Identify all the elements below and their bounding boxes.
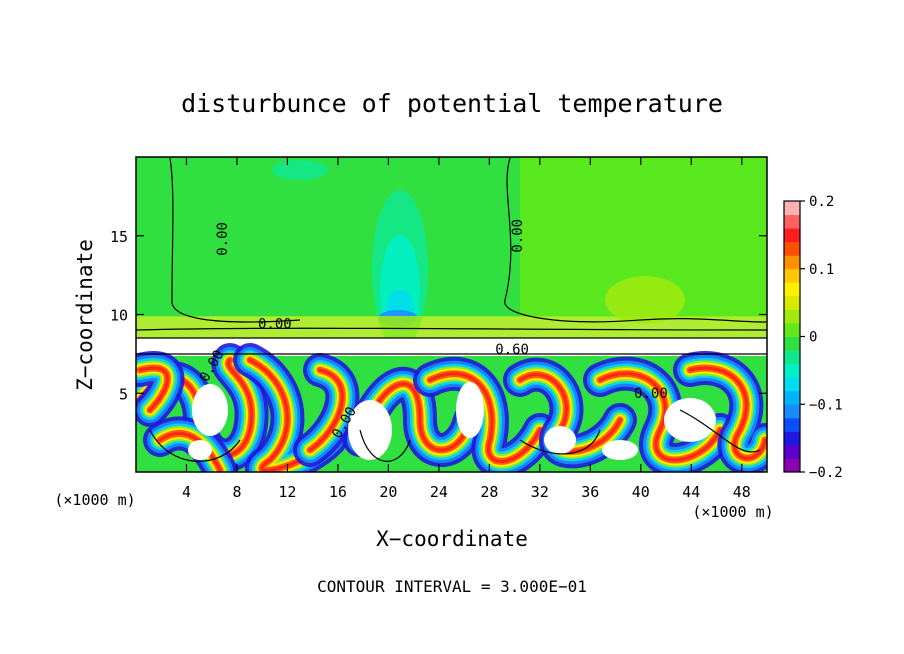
field-swirl [138, 366, 169, 412]
colorbar-segment [784, 228, 800, 243]
colorbar-segment [784, 444, 800, 459]
y-axis-label: Z−coordinate [73, 239, 97, 391]
colorbar-segment [784, 214, 800, 229]
field-white-core [348, 400, 392, 460]
x-tick-label: 4 [182, 483, 191, 501]
x-tick-label: 44 [682, 483, 700, 501]
field-blob [605, 276, 685, 324]
contour-label: 0.60 [495, 342, 529, 358]
field-layer [136, 157, 767, 472]
field-white-core [664, 398, 716, 442]
colorbar-segment [784, 255, 800, 270]
colorbar-tick-label: 0.2 [809, 194, 834, 210]
x-unit-left: (×1000 m) [54, 491, 135, 509]
contour-label: 0.00 [258, 317, 292, 333]
field-swirl [428, 372, 542, 463]
field-white-core [192, 384, 228, 436]
field-swirl [688, 366, 767, 460]
colorbar-segment [784, 241, 800, 256]
colorbar-tick-label: −0.1 [809, 397, 843, 413]
x-tick-label: 24 [430, 483, 448, 501]
x-axis-label: X−coordinate [376, 527, 528, 551]
colorbar-segment [784, 390, 800, 405]
colorbar-tick-label: 0 [809, 330, 817, 346]
colorbar-segment [784, 201, 800, 216]
contour-line [359, 429, 411, 462]
x-tick-label: 28 [480, 483, 498, 501]
contour-label: 0.00 [634, 386, 668, 402]
colorbar-segment [784, 322, 800, 337]
x-tick-label: 32 [531, 483, 549, 501]
contour-label: 0.00 [510, 219, 526, 253]
x-tick-label: 12 [278, 483, 296, 501]
x-tick-label: 20 [379, 483, 397, 501]
x-tick-label: 8 [232, 483, 241, 501]
colorbar-segment [784, 404, 800, 419]
field-blob [272, 160, 328, 180]
colorbar-segment [784, 350, 800, 365]
colorbar-segment [784, 282, 800, 297]
colorbar-segment [784, 377, 800, 392]
colorbar-segment [784, 458, 800, 473]
y-tick-label: 15 [110, 228, 128, 246]
y-tick-label: 10 [110, 307, 128, 325]
colorbar-segment [784, 363, 800, 378]
field-white-core [188, 440, 212, 460]
x-axis: 4 8 12 16 20 24 28 32 36 40 44 48 [182, 157, 751, 501]
x-tick-label: 48 [733, 483, 751, 501]
contour-label: 0.00 [215, 222, 231, 256]
x-unit-right: (×1000 m) [692, 503, 773, 521]
contour-line [169, 157, 301, 323]
y-axis: 5 10 15 [110, 228, 767, 403]
colorbar-segment [784, 309, 800, 324]
colorbar-segment [784, 417, 800, 432]
chart-title: disturbunce of potential temperature [181, 89, 723, 118]
colorbar-segment [784, 295, 800, 310]
field-swirl [598, 372, 722, 462]
contour-interval-note: CONTOUR INTERVAL = 3.000E−01 [317, 577, 587, 596]
field-swirl [308, 368, 344, 452]
field-swirl [358, 382, 472, 452]
x-tick-label: 16 [329, 483, 347, 501]
field-white-core [544, 426, 576, 454]
contour-line [679, 409, 761, 453]
colorbar: 0.2 0.1 0 −0.1 −0.2 [783, 194, 843, 481]
field-swirl [158, 432, 222, 472]
plot-area [136, 157, 767, 472]
colorbar-segment [784, 431, 800, 446]
field-white-core [456, 382, 484, 438]
y-tick-label: 5 [119, 385, 128, 403]
contour-layer [136, 157, 767, 462]
colorbar-segment [784, 336, 800, 351]
colorbar-tick-label: −0.2 [809, 465, 843, 481]
field-white-core [602, 440, 638, 460]
contour-line [519, 429, 601, 455]
colorbar-segment [784, 268, 800, 283]
x-tick-label: 40 [632, 483, 650, 501]
contour-line [149, 429, 241, 462]
white-band [136, 338, 767, 356]
colorbar-tick-label: 0.1 [809, 262, 834, 278]
contour-line [136, 327, 767, 331]
x-tick-label: 36 [581, 483, 599, 501]
contour-line [504, 157, 767, 323]
